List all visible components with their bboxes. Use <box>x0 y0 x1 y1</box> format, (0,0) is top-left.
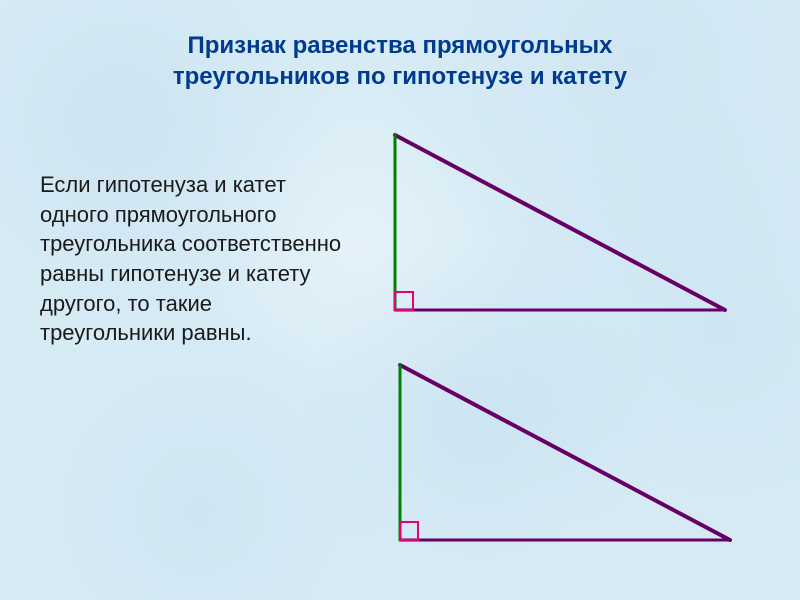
title-line-2: треугольников по гипотенузе и катету <box>173 63 627 90</box>
slide-title: Признак равенства прямоугольных треуголь… <box>0 30 800 92</box>
title-line-1: Признак равенства прямоугольных <box>187 32 612 59</box>
theorem-text: Если гипотенуза и катет одного прямоугол… <box>40 170 350 348</box>
triangle-diagram-1 <box>390 130 730 315</box>
triangle-diagram-2 <box>395 360 735 545</box>
slide: Признак равенства прямоугольных треуголь… <box>0 0 800 600</box>
